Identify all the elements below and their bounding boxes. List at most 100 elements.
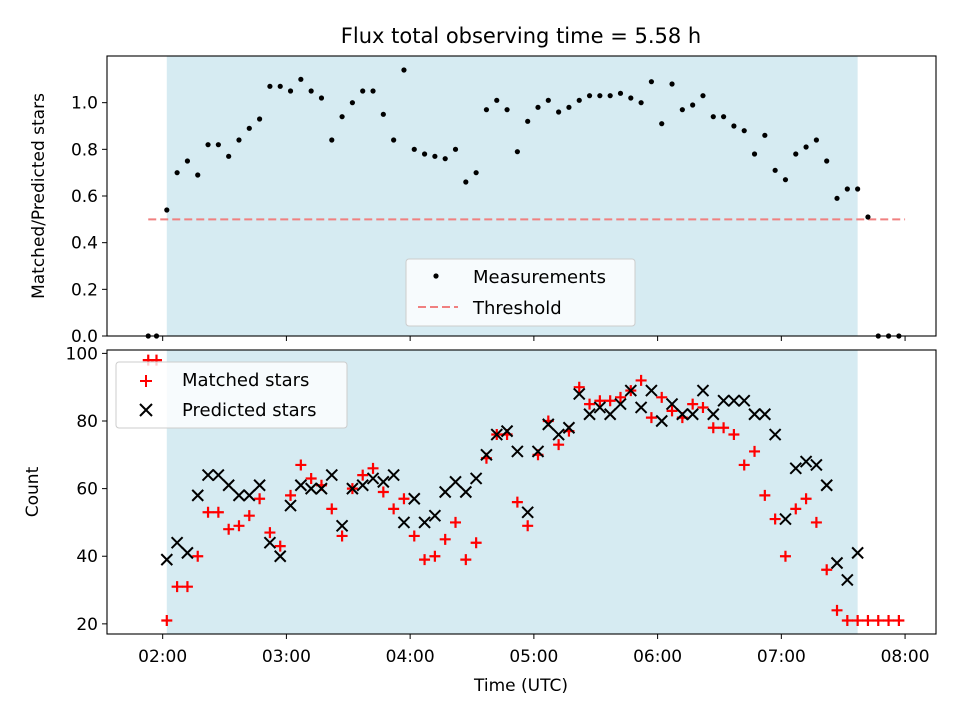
- ratio-y-tick-label: 0.6: [71, 187, 98, 207]
- ratio-y-axis-label: Matched/Predicted stars: [29, 93, 49, 299]
- measurement-point: [597, 93, 603, 99]
- predicted-star-point: [232, 489, 246, 502]
- matched-star-point: [604, 395, 616, 407]
- count-y-axis-label: Count: [23, 466, 43, 517]
- measurement-point: [287, 88, 294, 94]
- predicted-star-point: [738, 394, 751, 407]
- predicted-star-point: [727, 394, 741, 407]
- matched-star-point: [841, 614, 853, 626]
- predicted-star-point: [789, 462, 802, 475]
- matched-star-point: [759, 489, 771, 501]
- predicted-star-point: [531, 445, 545, 458]
- measurement-point: [525, 118, 531, 124]
- measurement-point: [762, 132, 768, 138]
- matched-star-point: [450, 516, 462, 528]
- matched-star-point: [769, 513, 781, 525]
- ratio-panel: 0.0 0.2 0.4 0.6 0.8 1.0 Matched/Predicted sta…: [29, 55, 937, 347]
- matched-star-point: [635, 374, 647, 386]
- measurement-point: [731, 123, 737, 129]
- predicted-star-point: [779, 512, 792, 526]
- matched-star-point: [584, 398, 596, 410]
- predicted-star-point: [562, 421, 576, 434]
- predicted-star-point: [799, 455, 813, 468]
- time-x-tick-label: 07:00: [757, 647, 806, 667]
- time-x-tick-label: 08:00: [881, 647, 930, 667]
- predicted-star-point: [665, 397, 679, 411]
- measurements-legend-label: Measurements: [473, 267, 606, 288]
- measurement-point: [411, 146, 417, 152]
- ratio-y-tick-label: 0.8: [71, 140, 98, 160]
- measurement-point: [421, 151, 428, 157]
- ratio-legend-box: [405, 258, 636, 327]
- measurement-point: [535, 104, 541, 110]
- predicted-star-point: [387, 468, 400, 482]
- measurement-point: [741, 128, 747, 134]
- ratio-legend: Measurements Threshold: [405, 258, 636, 327]
- matched-star-point: [749, 445, 761, 457]
- threshold-legend-label: Threshold: [472, 298, 562, 319]
- matched-star-point: [687, 398, 699, 410]
- time-x-tick-label: 02:00: [138, 647, 187, 667]
- matched-star-point: [728, 429, 740, 441]
- predicted-star-point: [634, 401, 648, 414]
- predicted-star-point: [191, 489, 204, 502]
- matched-star-point: [852, 614, 864, 626]
- matched-star-point: [460, 554, 472, 566]
- matched-star-point: [707, 422, 719, 434]
- matched-star-point: [285, 489, 297, 501]
- measurement-point: [349, 100, 356, 106]
- matched-star-point: [377, 486, 389, 498]
- measurement-point: [246, 125, 252, 131]
- matched-star-point: [305, 472, 317, 484]
- predicted-legend-marker: [139, 403, 153, 417]
- predicted-star-point: [274, 550, 287, 563]
- measurement-point: [215, 142, 221, 148]
- predicted-star-point: [480, 448, 493, 462]
- measurement-point: [803, 144, 809, 150]
- predicted-star-point: [408, 492, 421, 505]
- measurement-point: [772, 167, 778, 173]
- predicted-star-point: [490, 428, 503, 441]
- predicted-star-point: [521, 506, 534, 519]
- matched-star-point: [800, 493, 812, 505]
- measurement-point: [648, 79, 655, 85]
- measurement-point: [545, 97, 551, 103]
- matched-star-point: [398, 493, 410, 505]
- matched-star-point: [738, 459, 750, 471]
- predicted-star-point: [438, 485, 452, 499]
- measurement-point: [308, 88, 314, 94]
- ratio-axis-ticks: 0.0 0.2 0.4 0.6 0.8 1.0: [71, 94, 906, 347]
- predicted-star-point: [346, 482, 359, 495]
- predicted-star-point: [686, 408, 699, 421]
- matched-star-point: [831, 604, 843, 616]
- matched-star-point: [522, 520, 534, 532]
- predicted-star-point: [243, 489, 256, 502]
- measurement-point: [184, 158, 191, 164]
- measurement-point: [690, 102, 696, 108]
- measurement-point: [401, 67, 407, 73]
- predicted-star-point: [469, 472, 483, 485]
- predicted-star-point: [830, 556, 844, 570]
- time-x-tick-label: 05:00: [509, 647, 558, 667]
- measurement-point: [205, 142, 211, 148]
- matched-star-point: [893, 614, 905, 626]
- measurement-point: [494, 97, 500, 103]
- matched-star-point: [223, 523, 235, 535]
- count-legend: Matched stars Predicted stars: [115, 361, 348, 429]
- matched-star-point: [645, 412, 657, 424]
- matched-star-point: [274, 540, 286, 552]
- measurement-point: [710, 114, 716, 120]
- predicted-star-point: [758, 408, 772, 421]
- time-x-tick-label: 03:00: [262, 647, 311, 667]
- count-y-tick-label: 20: [76, 615, 98, 635]
- measurement-point: [782, 177, 789, 183]
- predicted-star-point: [459, 485, 473, 499]
- measurement-point: [504, 107, 510, 113]
- predicted-star-point: [366, 472, 380, 485]
- matched-star-point: [656, 391, 668, 403]
- count-y-tick-label: 40: [76, 547, 98, 567]
- measurement-point: [483, 107, 490, 113]
- measurement-point: [865, 214, 871, 220]
- measurement-points: [145, 67, 902, 339]
- matched-star-point: [872, 614, 884, 626]
